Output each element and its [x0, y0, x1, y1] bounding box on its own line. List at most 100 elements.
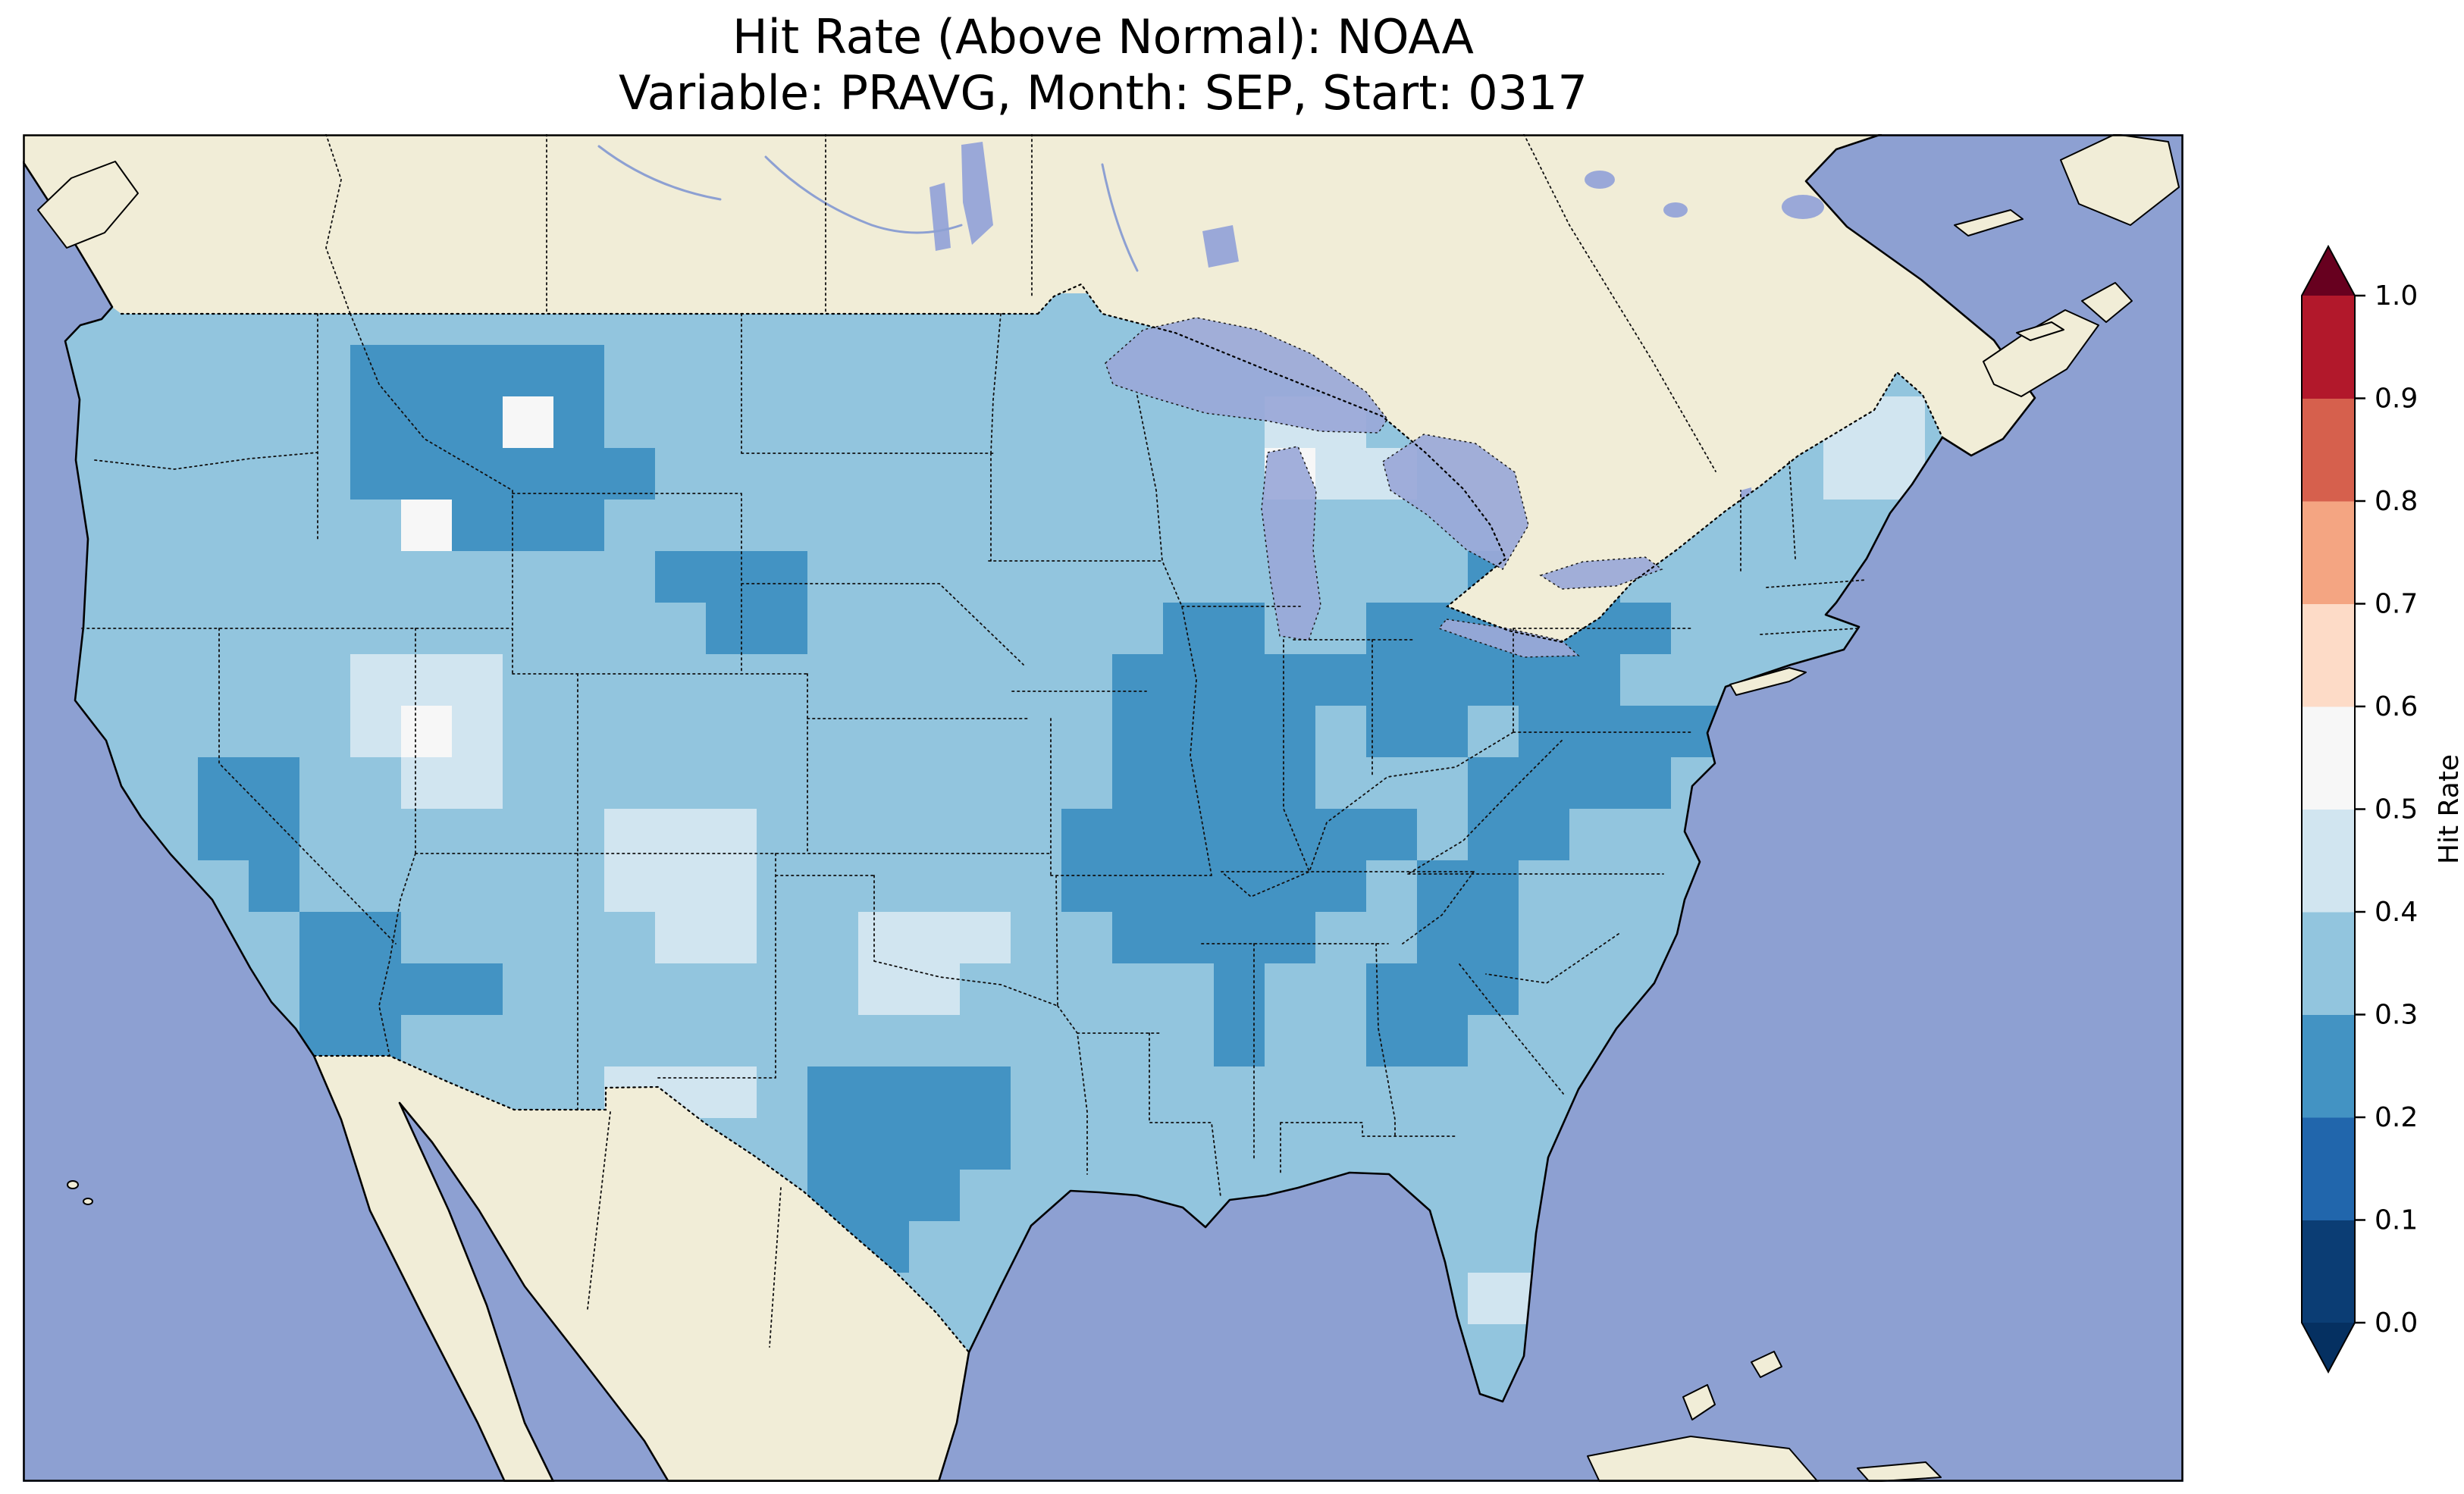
hit-rate-cell: [503, 1015, 554, 1067]
hit-rate-cell: [198, 500, 249, 552]
hit-rate-cell: [96, 654, 148, 706]
hit-rate-cell: [1011, 603, 1062, 655]
vancouver-island: [37, 161, 139, 249]
hit-rate-cell: [807, 860, 859, 913]
hit-rate-cell: [1315, 963, 1367, 1016]
hit-rate-cell: [299, 963, 351, 1016]
hit-rate-cell: [350, 551, 402, 603]
hit-rate-cell: [706, 1066, 757, 1119]
hit-rate-cell: [1366, 860, 1418, 913]
colorbar-tick-label: 0.8: [2375, 486, 2418, 517]
hit-rate-cell: [1214, 603, 1265, 655]
hit-rate-cell: [401, 500, 453, 552]
hit-rate-cell: [909, 1170, 961, 1222]
colorbar: 0.0 0.1 0.2 0.3 0.4 0.5 0.6 0.7 0.8 0.9 1.0 Hit Rat…: [2301, 244, 2464, 1374]
hit-rate-cell: [1569, 809, 1621, 861]
hit-rate-cell: [1417, 706, 1469, 758]
hit-rate-cell: [1061, 1015, 1113, 1067]
lake-michigan: [1261, 446, 1321, 641]
colorbar-tick-label: 0.6: [2375, 691, 2418, 722]
hit-rate-cell: [350, 706, 402, 758]
hit-rate-cell: [757, 448, 808, 500]
colorbar-bin: [2302, 706, 2355, 810]
hit-rate-cell: [198, 706, 249, 758]
hit-rate-cell: [1061, 551, 1113, 603]
hit-rate-cell: [757, 551, 808, 603]
hit-rate-cell: [503, 603, 554, 655]
hit-rate-cell: [858, 809, 910, 861]
hit-rate-cell: [604, 1015, 656, 1067]
hit-rate-cell: [96, 551, 148, 603]
hit-rate-cell: [604, 396, 656, 449]
hit-rate-cell: [1011, 500, 1062, 552]
hit-rate-cell: [1265, 809, 1316, 861]
rivers: [597, 145, 1139, 272]
hit-rate-cell: [655, 706, 707, 758]
hit-rate-cell: [655, 912, 707, 964]
hit-rate-cell: [299, 757, 351, 810]
hit-rate-cell: [401, 963, 453, 1016]
hit-rate-cell: [807, 448, 859, 500]
canada-lakes: [929, 142, 1824, 569]
baja-islet-2: [83, 1198, 93, 1205]
chart-title: Hit Rate (Above Normal): NOAA Variable: …: [23, 9, 2183, 122]
hit-rate-cell: [1315, 1015, 1367, 1067]
quebec-lake: [1585, 171, 1615, 189]
hit-rate-cell: [706, 809, 757, 861]
hit-rate-cell: [249, 706, 300, 758]
hit-rate-cell: [452, 912, 503, 964]
cape-breton: [2081, 282, 2133, 323]
hit-rate-cell: [350, 345, 402, 397]
hit-rate-cell: [909, 654, 961, 706]
hit-rate-cell: [1315, 448, 1367, 500]
hit-rate-cell: [909, 1118, 961, 1170]
hit-rate-cell: [1366, 1015, 1418, 1067]
hit-rate-cell: [1011, 1118, 1062, 1170]
hit-rate-cell: [299, 500, 351, 552]
hit-rate-cell: [1468, 860, 1519, 913]
hit-rate-cell: [401, 345, 453, 397]
hit-rate-cell: [1417, 1015, 1469, 1067]
hit-rate-cell: [1468, 1273, 1519, 1325]
lake-huron: [1382, 434, 1529, 571]
hit-rate-cell: [909, 1066, 961, 1119]
hit-rate-cell: [1417, 963, 1469, 1016]
hit-rate-cell: [1061, 706, 1113, 758]
hit-rate-cell: [401, 551, 453, 603]
hit-rate-cell: [553, 603, 605, 655]
hit-rate-cell: [1061, 396, 1113, 449]
hit-rate-cell: [706, 500, 757, 552]
hit-rate-cell: [807, 963, 859, 1016]
hit-rate-cell: [1112, 809, 1164, 861]
map-frame: [23, 134, 2183, 1482]
hit-rate-cell: [757, 500, 808, 552]
hit-rate-cell: [706, 603, 757, 655]
hit-rate-cell: [1519, 757, 1570, 810]
hit-rate-cell: [1315, 860, 1367, 913]
hit-rate-cell: [807, 1118, 859, 1170]
lake-ontario: [1539, 556, 1663, 590]
hit-rate-cell: [858, 654, 910, 706]
hit-rate-cell: [960, 706, 1011, 758]
hit-rate-cell: [604, 654, 656, 706]
hit-rate-cell: [96, 448, 148, 500]
hit-rate-cell: [960, 654, 1011, 706]
hit-rate-cell: [1569, 860, 1621, 913]
hit-rate-cell: [452, 396, 503, 449]
hit-rate-cell: [1468, 809, 1519, 861]
lake-erie: [1437, 619, 1580, 658]
hit-rate-cell: [147, 551, 199, 603]
colorbar-bin: [2302, 398, 2355, 502]
hit-rate-cell: [401, 1015, 453, 1067]
hit-rate-cell: [503, 706, 554, 758]
hit-rate-cell: [1061, 345, 1113, 397]
hit-rate-cell: [1163, 603, 1215, 655]
hit-rate-cell: [1163, 1015, 1215, 1067]
colorbar-bin: [2302, 1117, 2355, 1221]
hit-rate-cell: [1214, 1118, 1265, 1170]
hit-rate-cell: [909, 706, 961, 758]
hit-rate-cell: [1417, 1118, 1469, 1170]
hit-rate-cell: [757, 396, 808, 449]
hit-rate-cell: [1366, 1118, 1418, 1170]
hit-rate-cell: [1569, 757, 1621, 810]
